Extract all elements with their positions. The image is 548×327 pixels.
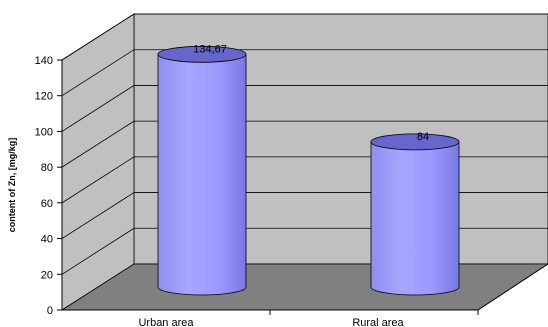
y-tick-labels: 0 20 40 60 80 100 120 140 (35, 55, 62, 317)
y-tick-label: 100 (35, 126, 53, 138)
y-tick-label: 140 (35, 55, 53, 67)
y-tick-label: 60 (41, 198, 53, 210)
floor (60, 263, 548, 311)
gridline (61, 85, 548, 132)
bars: 134,67 84 (157, 43, 460, 296)
y-tick-label: 40 (41, 234, 53, 246)
y-tick-label: 120 (35, 91, 53, 103)
category-labels: Urban area Rural area (138, 317, 404, 327)
bar-top (370, 133, 460, 151)
category-label: Rural area (352, 317, 404, 327)
bar-body (370, 141, 460, 296)
data-label: 84 (417, 131, 429, 143)
bar-urban-area: 134,67 (157, 43, 247, 296)
gridline (61, 13, 548, 61)
y-tick-label: 20 (41, 269, 53, 281)
y-axis-title: content of Zn, [mg/kg] (7, 138, 17, 233)
y-tick-label: 0 (47, 305, 53, 317)
data-label: 134,67 (193, 43, 227, 55)
bar-body (157, 53, 247, 296)
y-tick-label: 80 (41, 162, 53, 174)
bar-top (157, 45, 247, 63)
bar-rural-area: 84 (370, 131, 460, 296)
gridline (61, 120, 548, 168)
y-axis (61, 60, 548, 315)
side-wall (61, 13, 135, 311)
category-label: Urban area (138, 317, 194, 327)
gridline (61, 49, 548, 97)
